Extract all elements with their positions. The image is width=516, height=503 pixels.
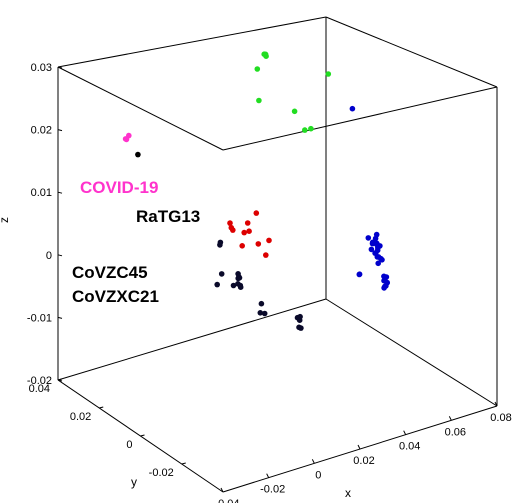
- y-tick-mark: [140, 434, 145, 437]
- data-points: [122, 51, 391, 331]
- x-tick-label: 0.04: [399, 441, 420, 453]
- scatter-point: [230, 282, 237, 289]
- x-tick-label: -0.02: [260, 484, 285, 496]
- z-tick-label: -0.02: [27, 375, 52, 387]
- annotation-ratg13: RaTG13: [136, 207, 200, 226]
- scatter-point: [325, 71, 332, 77]
- x-tick-label: 0: [315, 469, 321, 481]
- scatter-point: [230, 227, 236, 233]
- x-tick-mark: [311, 459, 315, 464]
- x-tick-mark: [448, 416, 452, 421]
- scatter-point: [254, 66, 261, 72]
- x-tick-mark: [357, 444, 361, 450]
- x-tick-label: 0.06: [445, 426, 466, 438]
- scatter-point: [217, 242, 223, 248]
- z-axis-ticks: -0.02 -0.01 0 0.01 0.02 0.03: [27, 62, 63, 387]
- scatter-point: [241, 229, 247, 236]
- annotation-covid19: COVID-19: [80, 178, 158, 197]
- z-tick-label: 0.03: [31, 62, 52, 74]
- y-tick-mark: [99, 406, 104, 409]
- box-edge-back-top: [57, 16, 327, 68]
- scatter-point: [294, 314, 301, 321]
- y-tick-mark: [181, 462, 186, 465]
- x-tick-mark: [266, 473, 270, 478]
- x-tick-label: 0.08: [490, 412, 511, 424]
- x-tick-mark: [220, 487, 224, 493]
- x-tick-mark: [494, 401, 498, 407]
- scatter-point: [258, 300, 265, 307]
- box-edge-top-right: [325, 16, 498, 88]
- scatter-point: [255, 241, 262, 247]
- scatter-point: [302, 127, 308, 133]
- scatter-point: [374, 254, 381, 260]
- x-axis-label: x: [345, 486, 351, 500]
- x-axis-ticks: -0.04 -0.02 0 0.02 0.04 0.06 0.08: [214, 401, 512, 503]
- scatter-point: [365, 235, 372, 241]
- z-tick-mark: [57, 316, 63, 319]
- z-tick-label: 0: [46, 250, 52, 262]
- annotation-covzc45: CoVZC45: [72, 263, 148, 282]
- scatter-point: [379, 257, 385, 263]
- scatter-point: [377, 243, 383, 249]
- x-tick-label: -0.04: [214, 498, 239, 503]
- scatter-point: [214, 281, 220, 288]
- scatter-point: [236, 274, 242, 280]
- z-tick-mark: [57, 191, 63, 194]
- scatter-point: [263, 252, 269, 258]
- annotations: COVID-19 RaTG13 CoVZC45 CoVZXC21: [72, 178, 200, 306]
- scatter-point: [244, 220, 251, 226]
- scatter-point: [256, 97, 262, 104]
- scatter-point: [239, 243, 245, 249]
- z-tick-label: 0.01: [31, 187, 52, 199]
- scatter-point: [235, 281, 241, 287]
- plot-box: [57, 16, 498, 493]
- scatter-point: [253, 210, 260, 216]
- scatter-point: [298, 325, 304, 331]
- box-edge-top-left: [57, 66, 224, 151]
- scatter-point: [349, 105, 356, 112]
- scatter-point: [246, 228, 252, 234]
- scatter-point: [375, 260, 382, 267]
- scatter-point: [257, 310, 264, 316]
- scatter-point: [368, 246, 375, 253]
- x-tick-mark: [403, 430, 407, 435]
- scatter-point: [262, 51, 269, 58]
- scatter-point: [122, 136, 129, 142]
- scatter-point: [135, 151, 141, 158]
- scatter-point: [291, 108, 298, 115]
- y-tick-label: -0.02: [149, 467, 174, 479]
- z-tick-mark: [57, 129, 63, 132]
- box-edge-top-front: [222, 86, 498, 151]
- scatter-point: [308, 125, 314, 132]
- scatter-point: [384, 279, 390, 286]
- box-edge-bottom-right: [325, 298, 498, 407]
- scatter-point: [227, 220, 233, 226]
- y-tick-label: 0.02: [70, 411, 91, 423]
- annotation-covzxc21: CoVZXC21: [72, 287, 159, 306]
- scatter-point: [369, 240, 376, 247]
- y-axis-ticks: -0.02 0 0.02 0.04: [29, 378, 186, 479]
- y-tick-label: 0: [126, 439, 132, 451]
- z-tick-label: 0.02: [31, 125, 52, 137]
- y-axis-label: y: [131, 475, 137, 489]
- scatter-point: [218, 271, 225, 277]
- scatter-point: [372, 235, 379, 242]
- x-tick-label: 0.02: [353, 455, 374, 467]
- scatter-point: [266, 237, 272, 244]
- scatter-point: [356, 271, 363, 278]
- z-axis-label: z: [0, 217, 11, 223]
- scatter-point: [261, 310, 268, 317]
- z-tick-label: -0.01: [27, 312, 52, 324]
- box-edge-bottom-back: [57, 298, 327, 381]
- z-tick-mark: [57, 254, 63, 257]
- y-tick-label: 0.04: [29, 383, 50, 395]
- z-tick-mark: [57, 66, 63, 69]
- scatter-point: [382, 275, 389, 281]
- y-tick-mark: [57, 378, 63, 381]
